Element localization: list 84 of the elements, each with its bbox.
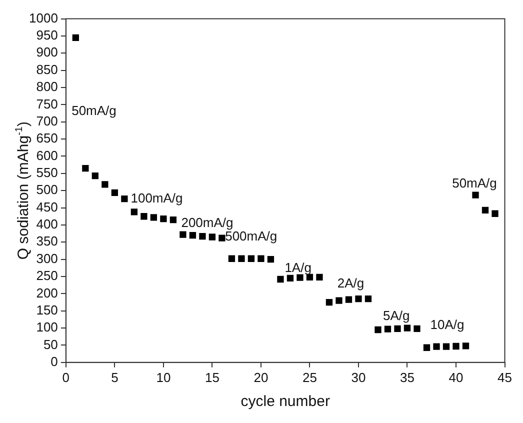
x-tick-label: 45 [498,370,512,385]
point [364,296,372,302]
annotation: 5A/g [383,308,410,323]
point [492,210,498,217]
point [111,189,118,196]
point [394,325,401,332]
y-tick-label: 950 [36,28,58,43]
y-tick-label: 50 [43,336,58,352]
point [462,342,470,350]
y-tick-label: 650 [36,130,58,146]
point [414,325,420,332]
x-tick-label: 20 [254,370,268,385]
annotation: 100mA/g [130,190,183,206]
annotation: 50mA/g [72,103,116,118]
point [199,232,206,240]
y-tick-label: 250 [36,268,58,284]
point [286,274,294,282]
y-tick-label: 750 [36,96,58,112]
point [160,215,167,222]
x-tick-label: 30 [351,370,366,385]
y-tick-label: 400 [36,216,58,232]
point [452,342,460,350]
point [258,255,264,262]
y-tick-label: 500 [36,182,58,198]
point [384,326,392,332]
point [404,324,411,332]
y-tick-label: 350 [36,234,58,249]
y-tick-label: 450 [36,199,58,214]
x-tick-label: 40 [448,370,464,385]
y-tick-label: 850 [36,62,58,77]
y-tick-label: 150 [36,302,58,318]
point [150,214,158,221]
x-tick-label: 0 [62,370,70,385]
point [442,343,450,350]
point [121,196,128,202]
y-tick-label: 900 [36,44,58,60]
x-tick-label: 25 [302,370,317,385]
y-tick-label: 550 [36,165,58,180]
point [277,276,284,283]
x-axis-title: cycle number [240,393,330,410]
point [326,298,333,306]
point [345,296,352,303]
point [355,296,362,302]
annotation: 1A/g [284,260,312,276]
y-axis-title: Q sodiation (mAhg-1) [14,122,32,260]
annotation: 2A/g [337,276,364,291]
point [472,192,479,198]
point [102,181,108,188]
x-tick-label: 5 [111,370,118,385]
annotation: 50mA/g [452,176,497,191]
point [92,172,99,180]
y-tick-label: 700 [36,113,58,128]
point [72,34,79,42]
point [374,326,382,334]
y-tick-label: 300 [36,250,58,266]
point [267,256,274,263]
point [180,231,186,238]
point [140,213,148,220]
point [170,216,177,224]
x-tick-label: 10 [156,370,171,385]
point [82,164,89,172]
y-tick-label: 800 [36,79,58,94]
point [336,297,342,304]
y-tick-label: 200 [36,285,58,300]
annotation: 10A/g [430,316,464,332]
point [316,274,323,281]
y-tick-label: 100 [36,320,58,335]
annotation: 500mA/g [225,228,278,244]
x-tick-label: 35 [400,370,414,385]
point [218,234,226,242]
point [423,344,430,351]
point [208,234,216,240]
y-tick-label: 1000 [29,10,58,26]
annotation: 200mA/g [181,215,234,230]
y-tick-label: 600 [36,148,58,163]
x-tick-label: 15 [204,370,220,385]
point [248,255,255,262]
point [482,206,489,214]
point [238,255,245,262]
y-tick-label: 0 [50,354,58,369]
point [189,232,196,239]
point [130,208,138,216]
point [433,343,440,350]
point [228,255,236,262]
